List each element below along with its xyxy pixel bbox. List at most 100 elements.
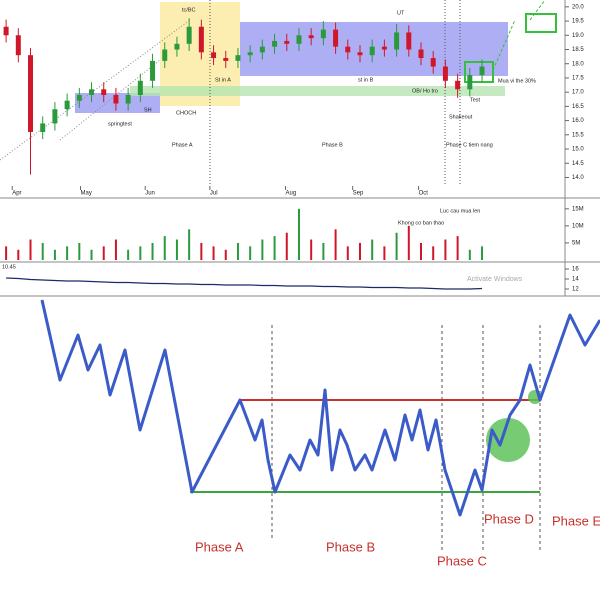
candle-body: [76, 95, 82, 101]
volume-bar: [322, 242, 325, 260]
y-tick-label: 16.0: [572, 118, 584, 124]
annotation: Test: [470, 97, 481, 103]
annotation: UT: [397, 10, 405, 16]
candle-body: [479, 66, 485, 76]
annotation: Shakeout: [449, 114, 473, 120]
candle-body: [357, 52, 363, 56]
volume-bar: [346, 246, 349, 260]
buy-box: [464, 61, 494, 83]
candle-body: [150, 60, 156, 81]
indicator-label: 10.45: [2, 264, 16, 270]
candle-body: [211, 52, 217, 59]
volume-bar: [66, 246, 69, 260]
volume-bar: [53, 249, 56, 260]
volume-bar: [102, 246, 105, 260]
candle-body: [125, 95, 131, 104]
volume-bar: [297, 208, 300, 260]
annotation: OB/ Ho tro: [412, 88, 438, 94]
candle-body: [3, 26, 9, 36]
candle-body: [162, 49, 168, 61]
volume-bar: [481, 246, 484, 260]
candle-body: [272, 40, 278, 47]
candle-body: [381, 46, 387, 50]
y-tick-label: 17.0: [572, 90, 584, 96]
y-tick-label: 19.0: [572, 33, 584, 39]
annotation: Phase B: [322, 142, 343, 148]
volume-bar: [285, 232, 288, 260]
y-tick-label: 15M: [572, 206, 584, 212]
watermark: Activate Windows: [467, 276, 523, 283]
y-tick-label: 14.0: [572, 175, 584, 181]
y-tick-label: 18.5: [572, 47, 584, 53]
volume-bar: [41, 242, 44, 260]
volume-bar: [5, 246, 8, 260]
indicator-line: [6, 277, 483, 290]
annotation: St in A: [215, 77, 231, 83]
x-tick-label: Oct: [419, 191, 429, 197]
annotation: Phase C tiem nang: [446, 142, 493, 148]
volume-bar: [383, 246, 386, 260]
volume-bar: [90, 249, 93, 260]
volume-bar: [188, 229, 191, 260]
volume-bar: [151, 242, 154, 260]
candle-body: [223, 58, 229, 61]
annotation: Khong co ban thao: [398, 220, 444, 226]
candle-body: [345, 46, 351, 53]
candle-body: [89, 89, 95, 95]
candle-body: [418, 49, 424, 59]
candle-body: [284, 40, 290, 44]
y-tick-label: 10M: [572, 223, 584, 229]
annotation: springtest: [108, 121, 132, 127]
volume-bar: [407, 225, 410, 260]
candle-body: [394, 32, 400, 50]
candle-body: [174, 43, 180, 50]
volume-bar: [200, 242, 203, 260]
x-tick-label: Sep: [353, 191, 364, 197]
target-box: [525, 13, 557, 33]
x-tick-label: Jul: [210, 191, 218, 197]
y-tick-label: 14.5: [572, 161, 584, 167]
candle-body: [198, 26, 204, 53]
channel: [0, 19, 191, 161]
volume-bar: [78, 242, 81, 260]
volume-bar: [334, 229, 337, 260]
volume-bar: [114, 239, 117, 260]
annotation: Phase A: [172, 142, 193, 148]
volume-bar: [444, 239, 447, 260]
y-tick-label: 16: [572, 267, 579, 273]
annotation: st in B: [358, 77, 374, 83]
x-tick-label: Apr: [12, 191, 21, 197]
annotation: Mua vi the 30%: [498, 78, 536, 84]
candle-body: [455, 80, 461, 90]
volume-bar: [17, 249, 20, 260]
candle-body: [28, 55, 34, 132]
phase-label: Phase A: [195, 539, 244, 554]
x-tick-label: Aug: [286, 191, 297, 197]
candle-body: [247, 52, 253, 56]
y-tick-label: 19.5: [572, 19, 584, 25]
price-path: [40, 299, 600, 517]
candle-body: [235, 55, 241, 61]
candle-body: [186, 26, 192, 44]
candle-body: [430, 58, 436, 67]
candle-body: [296, 35, 302, 44]
volume-bar: [468, 249, 471, 260]
volume-bar: [127, 249, 130, 260]
candle-body: [320, 29, 326, 39]
phase-label: Phase D: [484, 511, 534, 526]
candle-body: [15, 35, 21, 56]
y-tick-label: 18.0: [572, 61, 584, 67]
candle-body: [137, 80, 143, 95]
support-zone: [130, 86, 505, 96]
x-tick-label: Jun: [145, 191, 155, 197]
y-tick-label: 20.0: [572, 4, 584, 10]
volume-bar: [358, 242, 361, 260]
candle-body: [308, 35, 314, 39]
volume-bar: [420, 242, 423, 260]
volume-bar: [432, 246, 435, 260]
volume-bar: [175, 239, 178, 260]
volume-bar: [310, 239, 313, 260]
annotation: Luc cau mua len: [440, 208, 480, 214]
y-tick-label: 14: [572, 277, 579, 283]
